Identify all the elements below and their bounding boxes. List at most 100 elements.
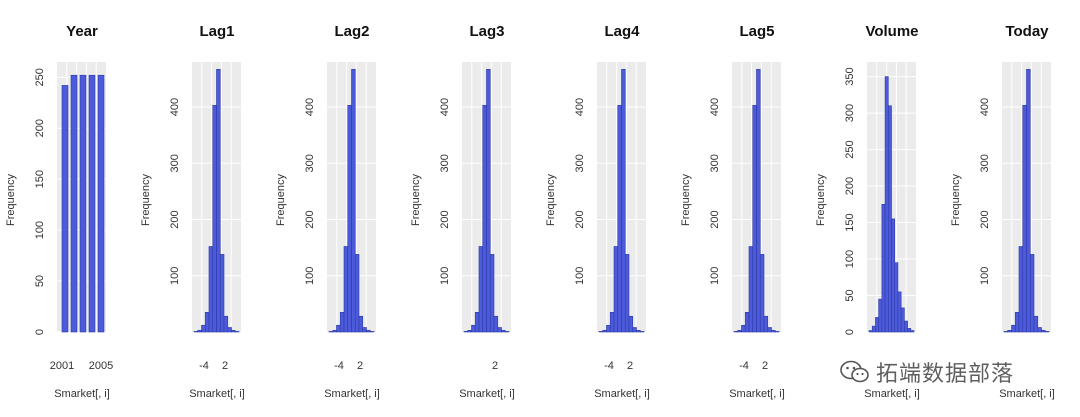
chart-title: Lag3 <box>469 23 504 40</box>
histogram-bar <box>486 69 491 333</box>
y-tick-label: 150 <box>844 213 856 231</box>
histogram-bar <box>223 315 229 333</box>
y-tick-label: 200 <box>169 210 181 228</box>
y-tick-label: 300 <box>844 104 856 122</box>
histogram-bar <box>1007 330 1012 333</box>
x-axis-label: Smarket[, i] <box>54 388 110 400</box>
histogram-bar <box>343 246 349 333</box>
histogram-panel-today: 100 200 300 400 Today Frequency Smarket[, i] <box>950 23 1055 400</box>
histogram-bar <box>609 312 615 333</box>
y-tick-label: 300 <box>979 154 991 172</box>
histogram-bar <box>771 330 776 333</box>
histogram-bar <box>756 69 761 333</box>
histogram-bar <box>489 254 495 333</box>
histogram-bar <box>208 246 214 333</box>
histogram-bar <box>891 218 896 333</box>
histogram-bar <box>362 327 367 333</box>
x-axis-label: Smarket[, i] <box>729 388 785 400</box>
histogram-bar <box>598 331 604 333</box>
histogram-bar <box>234 331 240 333</box>
chart-title: Lag5 <box>739 23 774 40</box>
y-axis-label: Frequency <box>140 174 152 226</box>
histogram-bar <box>332 330 337 333</box>
histogram-bar <box>1011 324 1016 333</box>
histogram-bar <box>897 291 902 333</box>
x-axis-label: Smarket[, i] <box>459 388 515 400</box>
y-axis-label: Frequency <box>545 174 557 226</box>
y-tick-label: 100 <box>304 267 316 285</box>
histogram-panel-lag2: 100 200 300 400 Lag2 Frequency -4 2 Smarket[, i] <box>275 23 380 400</box>
y-tick-label: 100 <box>34 221 46 239</box>
histogram-bar <box>1022 105 1027 333</box>
y-tick-label: 0 <box>34 329 46 335</box>
x-tick-label: 2 <box>357 360 363 372</box>
y-tick-label: 400 <box>979 98 991 116</box>
y-tick-label: 300 <box>709 154 721 172</box>
y-tick-label: 200 <box>304 210 316 228</box>
x-axis-label: Smarket[, i] <box>999 388 1055 400</box>
histogram-bar <box>881 203 886 333</box>
histogram-bar <box>741 324 746 333</box>
y-tick-label: 250 <box>34 68 46 86</box>
watermark-text: 拓端数据部落 <box>876 362 1015 387</box>
y-tick-label: 400 <box>169 98 181 116</box>
histogram-bar <box>767 327 772 333</box>
watermark: 拓端数据部落 <box>840 354 1014 390</box>
histogram-panel-lag4: 100 200 300 400 Lag4 Frequency -4 2 Smarket[, i] <box>545 23 650 400</box>
histogram-bar <box>88 74 96 333</box>
histogram-bar <box>759 254 765 333</box>
y-tick-label: 100 <box>709 267 721 285</box>
histogram-bar <box>471 324 476 333</box>
histogram-bar <box>884 76 889 333</box>
histogram-bar <box>463 331 469 333</box>
y-axis-label: Frequency <box>950 174 962 226</box>
histogram-bar <box>197 330 202 333</box>
histogram-panel-lag5: 100 200 300 400 Lag5 Frequency -4 2 Smarket[, i] <box>680 23 785 400</box>
y-tick-label: 200 <box>34 119 46 137</box>
histogram-bar <box>231 330 236 333</box>
histogram-bar <box>366 330 371 333</box>
histogram-bar <box>201 324 206 333</box>
x-tick-label: 2 <box>762 360 768 372</box>
x-tick-label: 2 <box>492 360 498 372</box>
histogram-bar <box>1033 315 1039 333</box>
histogram-bar <box>752 105 757 333</box>
y-axis-label: Frequency <box>410 174 422 226</box>
y-tick-label: 200 <box>844 177 856 195</box>
histogram-bar <box>868 330 873 333</box>
histogram-bar <box>1044 331 1050 333</box>
histogram-bar <box>504 331 510 333</box>
histogram-bar <box>871 325 876 333</box>
x-tick-label: -4 <box>199 360 209 372</box>
histogram-bar <box>763 315 769 333</box>
histogram-bar <box>467 330 472 333</box>
y-tick-label: 400 <box>574 98 586 116</box>
histogram-bar <box>1018 246 1024 333</box>
histogram-bar <box>193 331 199 333</box>
histogram-bar <box>358 315 364 333</box>
y-tick-label: 300 <box>169 154 181 172</box>
y-axis-label: Frequency <box>5 174 17 226</box>
y-tick-label: 350 <box>844 67 856 85</box>
histogram-bar <box>774 331 780 333</box>
wechat-icon <box>840 360 869 383</box>
histogram-bar <box>621 69 626 333</box>
histogram-bar <box>478 246 484 333</box>
x-axis-label: Smarket[, i] <box>189 388 245 400</box>
histogram-bar <box>204 312 210 333</box>
histogram-bar <box>474 312 480 333</box>
chart-title: Volume <box>865 23 918 40</box>
histogram-bar <box>339 312 345 333</box>
y-tick-label: 100 <box>574 267 586 285</box>
y-tick-label: 50 <box>844 289 856 301</box>
histogram-bar <box>1014 312 1020 333</box>
histogram-panel-lag3: 100 200 300 400 Lag3 Frequency 2 Smarket[, i] <box>410 23 515 400</box>
histogram-bar <box>1041 330 1046 333</box>
y-tick-label: 0 <box>844 329 856 335</box>
y-tick-label: 50 <box>34 275 46 287</box>
y-tick-label: 250 <box>844 140 856 158</box>
histogram-panel-volume: 0 50 100 150 200 250 300 350 Volume Frequency Smar… <box>815 23 920 400</box>
histogram-bar <box>70 74 78 333</box>
y-tick-label: 200 <box>979 210 991 228</box>
